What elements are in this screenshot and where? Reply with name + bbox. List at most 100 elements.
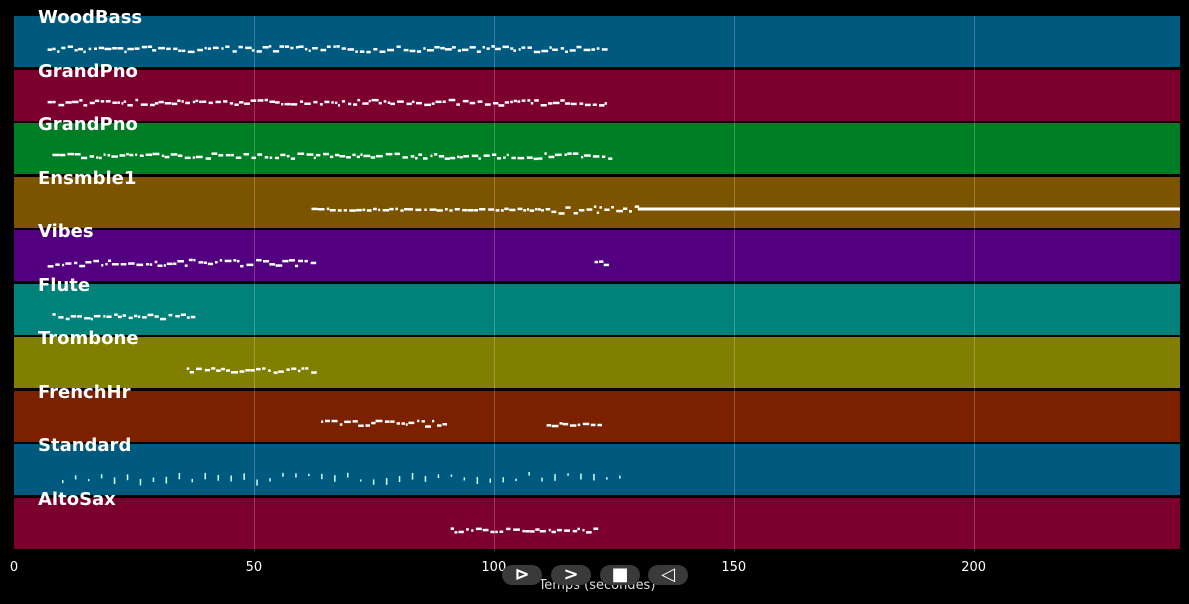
note-mark	[256, 50, 262, 53]
note-mark	[457, 155, 460, 159]
note-mark	[358, 424, 364, 427]
note-mark	[329, 155, 334, 159]
note-mark	[184, 156, 191, 160]
note-mark	[596, 47, 600, 50]
note-mark	[221, 367, 225, 371]
note-mark	[407, 208, 413, 211]
note-mark	[565, 206, 571, 209]
note-mark	[264, 156, 269, 159]
note-mark	[112, 101, 118, 104]
note-mark	[310, 261, 317, 265]
note-mark	[117, 47, 124, 50]
note-mark	[185, 101, 190, 105]
note-mark	[257, 99, 264, 102]
note-mark	[395, 207, 398, 211]
note-mark	[355, 50, 358, 53]
note-mark	[140, 103, 148, 106]
note-mark	[339, 155, 346, 158]
stop-button[interactable]: ■	[600, 565, 640, 585]
track-ensmble1: Ensmble1	[14, 168, 1180, 228]
note-mark	[81, 156, 88, 160]
note-mark	[362, 102, 369, 105]
note-mark	[52, 100, 56, 104]
note-mark	[74, 153, 81, 156]
note-mark	[522, 529, 526, 533]
note-mark	[139, 154, 144, 157]
note-mark	[204, 368, 210, 372]
note-mark	[482, 528, 489, 532]
note-mark	[495, 47, 501, 51]
note-mark	[449, 209, 453, 212]
note-mark	[564, 153, 567, 156]
note-mark	[517, 156, 525, 160]
note-mark	[560, 47, 565, 50]
note-mark	[103, 315, 106, 318]
note-mark	[298, 259, 303, 263]
note-mark	[432, 419, 435, 423]
note-mark	[572, 529, 578, 533]
note-mark	[135, 153, 138, 156]
note-mark	[284, 45, 290, 48]
note-mark	[175, 315, 180, 318]
note-mark	[454, 208, 460, 211]
note-mark	[506, 527, 511, 531]
note-mark	[171, 102, 178, 106]
note-mark	[158, 100, 164, 104]
note-mark	[357, 98, 361, 102]
note-mark	[233, 259, 237, 262]
note-mark	[352, 420, 358, 423]
note-mark	[582, 528, 585, 532]
note-mark	[504, 101, 509, 104]
note-mark	[146, 263, 149, 266]
note-mark	[243, 473, 245, 480]
note-mark	[513, 99, 517, 103]
note-mark	[565, 102, 571, 105]
note-mark	[304, 47, 308, 51]
note-mark	[126, 152, 129, 156]
note-mark	[79, 315, 82, 318]
note-mark	[301, 367, 305, 370]
note-mark	[83, 104, 88, 107]
note-mark	[637, 207, 1180, 211]
note-mark	[583, 154, 591, 157]
track-vibes: Vibes	[14, 221, 1180, 281]
note-mark	[344, 420, 351, 424]
note-mark	[70, 315, 77, 318]
note-mark	[541, 477, 543, 482]
note-mark	[586, 208, 593, 211]
note-mark	[100, 474, 103, 479]
forward-button[interactable]: >	[551, 565, 591, 585]
note-mark	[573, 212, 578, 215]
note-mark	[359, 50, 365, 53]
note-mark	[101, 264, 104, 267]
track-altosax: AltoSax	[14, 489, 1180, 549]
note-mark	[518, 48, 521, 51]
note-mark	[375, 419, 383, 423]
note-mark	[123, 100, 127, 103]
note-mark	[556, 528, 562, 532]
note-mark	[245, 369, 251, 372]
note-mark	[523, 209, 527, 212]
note-mark	[62, 480, 64, 484]
note-mark	[58, 316, 64, 319]
note-mark	[114, 313, 118, 316]
note-mark	[378, 101, 382, 105]
note-mark	[581, 155, 584, 159]
note-mark	[492, 153, 497, 156]
note-mark	[320, 48, 327, 52]
note-mark	[298, 45, 304, 48]
note-mark	[578, 209, 585, 212]
play-button[interactable]: ⊳	[502, 565, 542, 585]
note-mark	[375, 154, 383, 158]
note-mark	[356, 208, 362, 212]
note-mark	[378, 208, 381, 212]
note-mark	[437, 474, 440, 479]
note-mark	[584, 103, 591, 107]
note-mark	[180, 313, 186, 316]
note-mark	[389, 207, 394, 211]
note-mark	[300, 100, 304, 103]
x-tick-label: 200	[961, 560, 987, 575]
play-icon: ⊳	[514, 564, 530, 585]
rewind-button[interactable]: ◁	[648, 565, 688, 585]
note-mark	[396, 45, 401, 48]
